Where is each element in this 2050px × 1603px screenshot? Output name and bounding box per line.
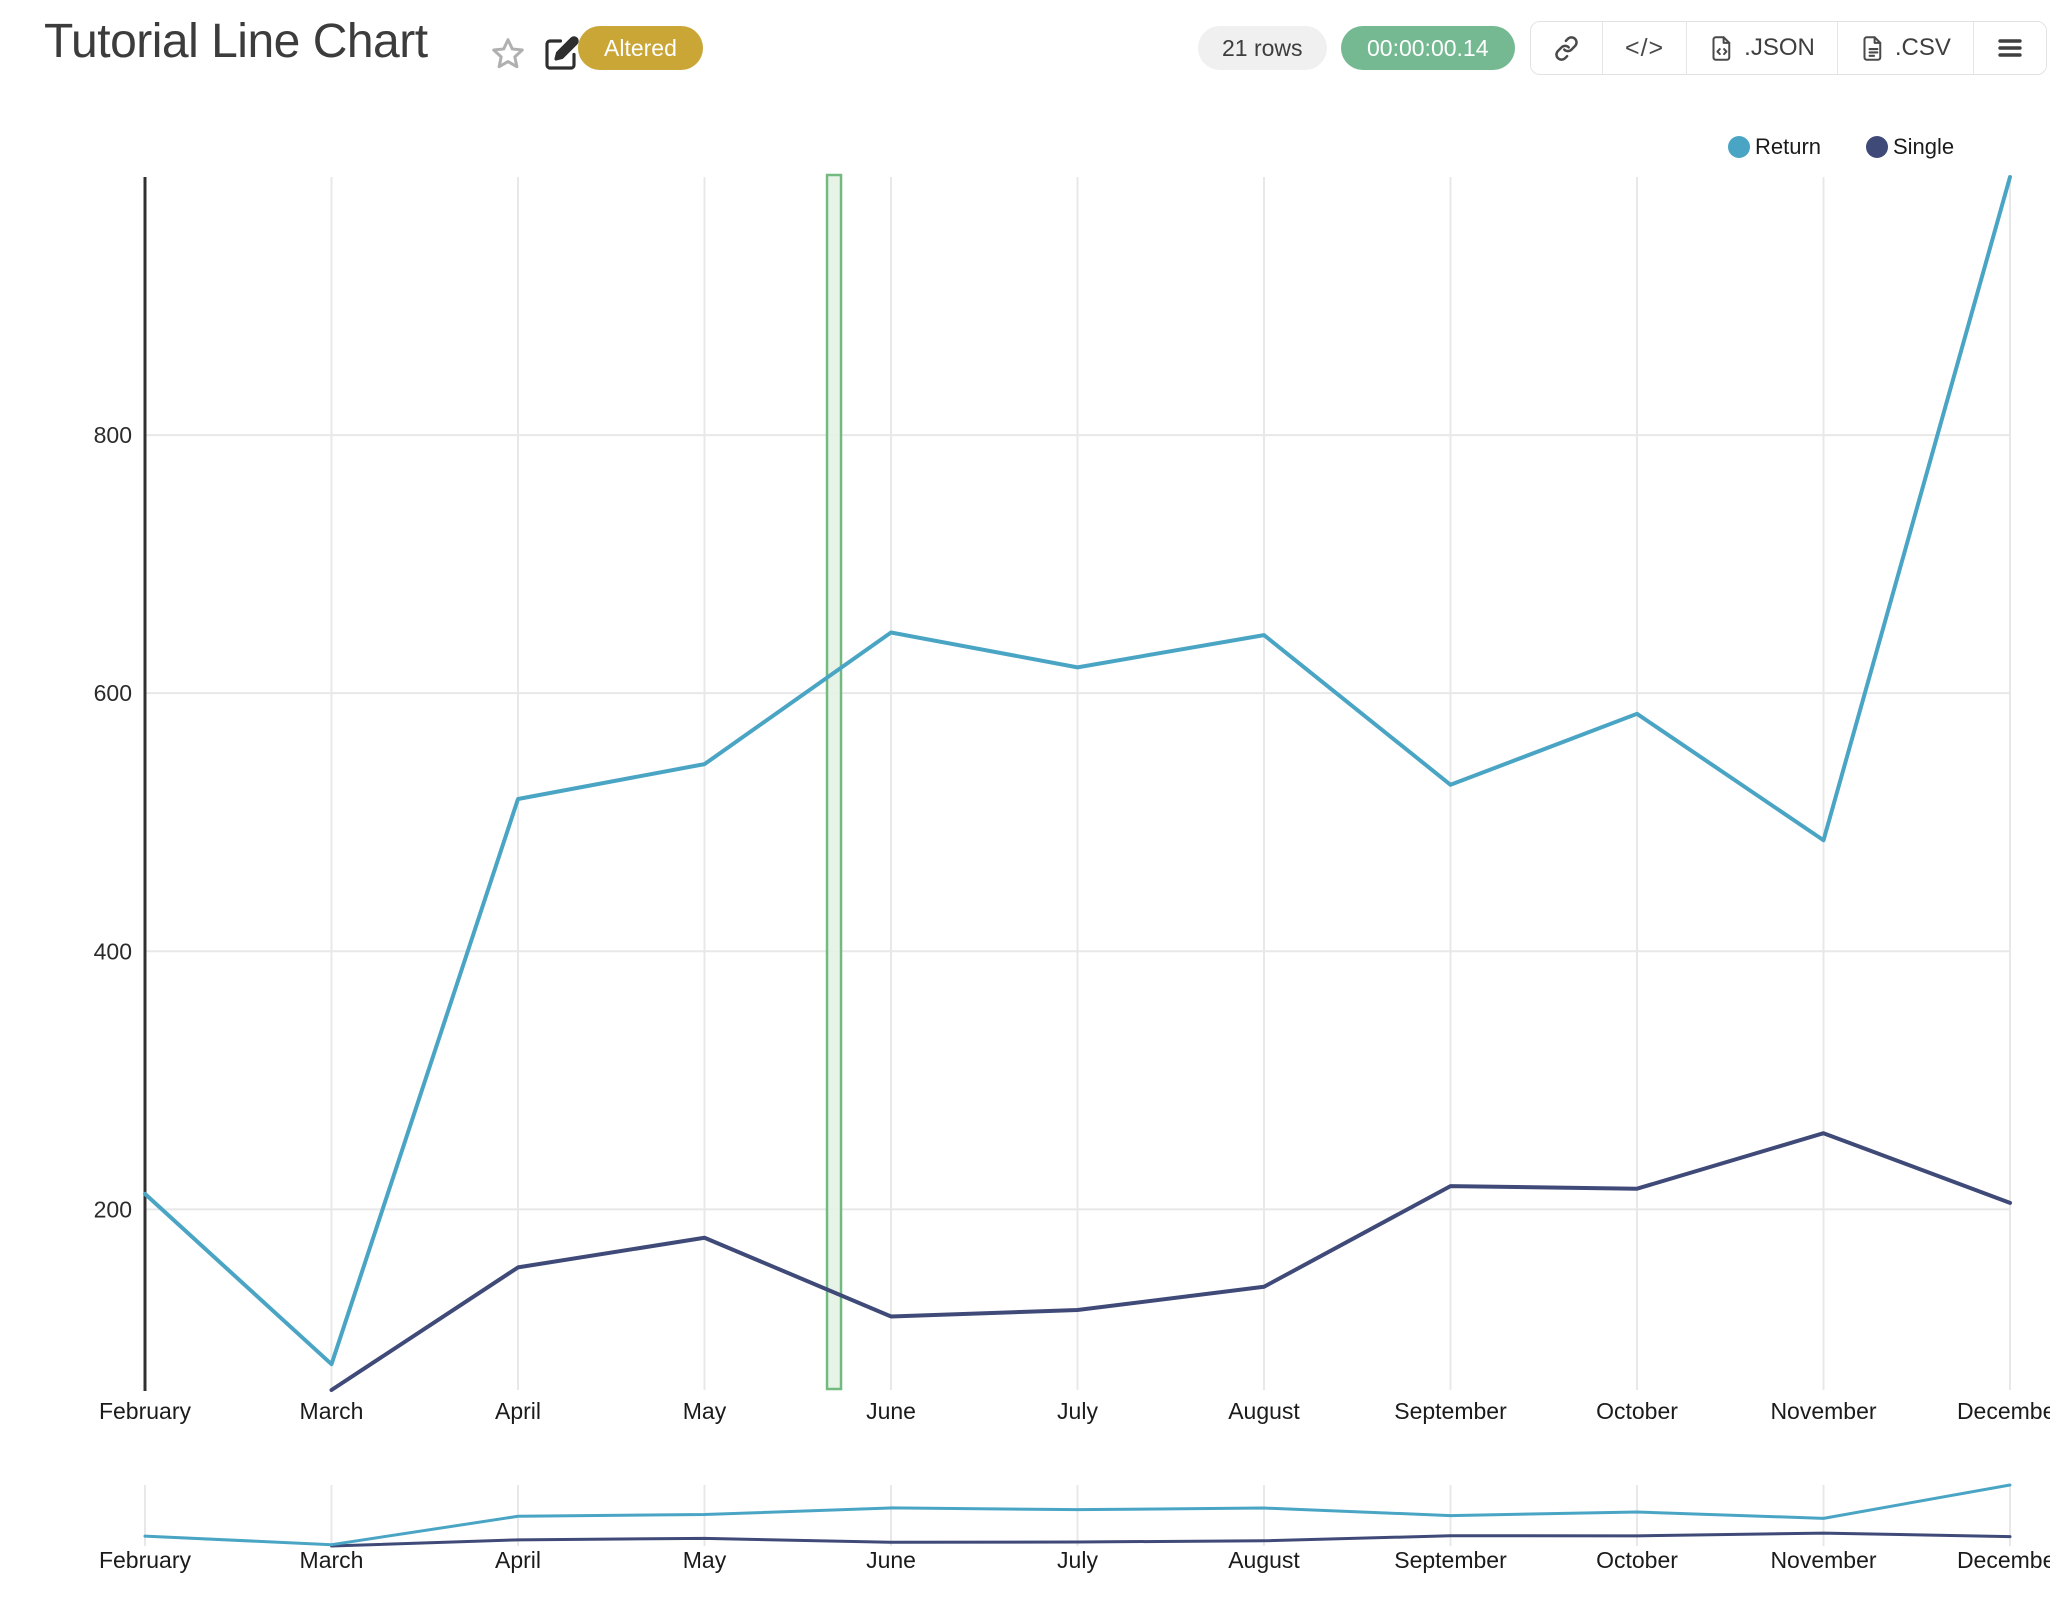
x-tick-label: December	[1957, 1398, 2050, 1424]
code-icon: </>	[1625, 33, 1665, 62]
legend-label-single: Single	[1893, 134, 1955, 159]
x-tick-label: July	[1057, 1398, 1098, 1424]
x-tick-label: May	[683, 1398, 727, 1424]
page-title: Tutorial Line Chart	[44, 15, 428, 68]
y-tick-label: 600	[94, 680, 132, 706]
x-tick-label: February	[99, 1398, 192, 1424]
mini-x-tick-label: July	[1057, 1547, 1098, 1573]
y-tick-label: 800	[94, 422, 132, 448]
x-tick-label: March	[300, 1398, 364, 1424]
x-tick-label: June	[866, 1398, 916, 1424]
mini-x-tick-label: October	[1596, 1547, 1678, 1573]
x-tick-label: September	[1394, 1398, 1507, 1424]
mini-x-tick-label: February	[99, 1547, 192, 1573]
legend-item-single[interactable]: Single	[1866, 134, 1954, 160]
file-code-icon	[1709, 35, 1736, 62]
mini-x-tick-label: September	[1394, 1547, 1507, 1573]
legend-dot-return	[1728, 136, 1750, 158]
series-line-single[interactable]	[329, 1131, 2012, 1392]
x-tick-label: August	[1228, 1398, 1300, 1424]
mini-x-tick-label: August	[1228, 1547, 1300, 1573]
download-csv-label: .CSV	[1894, 34, 1951, 61]
mini-x-tick-label: April	[495, 1547, 541, 1573]
series-line-return[interactable]	[143, 175, 2012, 1367]
row-count-badge: 21 rows	[1198, 26, 1327, 70]
legend-item-return[interactable]: Return	[1728, 134, 1821, 160]
legend-label-return: Return	[1755, 134, 1822, 159]
chart-plot-area[interactable]	[145, 177, 2010, 1390]
x-tick-label: November	[1770, 1398, 1876, 1424]
mini-x-tick-label: May	[683, 1547, 727, 1573]
altered-badge: Altered	[578, 26, 703, 70]
x-tick-label: October	[1596, 1398, 1678, 1424]
mini-x-tick-label: December	[1957, 1547, 2050, 1573]
execution-time-badge: 00:00:00.14	[1341, 26, 1515, 70]
hamburger-icon	[1996, 34, 2024, 62]
share-link-button[interactable]	[1531, 22, 1602, 74]
download-csv-button[interactable]: .CSV	[1836, 22, 1973, 74]
menu-button[interactable]	[1972, 22, 2046, 74]
legend-dot-single	[1866, 136, 1888, 158]
link-icon	[1553, 35, 1580, 62]
y-tick-label: 200	[94, 1196, 132, 1222]
y-tick-label: 400	[94, 938, 132, 964]
export-toolbar: </> .JSON .CSV	[1530, 21, 2047, 75]
x-tick-label: April	[495, 1398, 541, 1424]
mini-series-line-single	[330, 1531, 2012, 1548]
mini-series-line-return	[143, 1483, 2012, 1547]
highlight-band[interactable]	[825, 173, 843, 1391]
mini-x-tick-label: June	[866, 1547, 916, 1573]
download-json-button[interactable]: .JSON	[1686, 22, 1837, 74]
edit-icon[interactable]	[543, 34, 581, 72]
download-json-label: .JSON	[1744, 34, 1815, 61]
file-text-icon	[1860, 35, 1887, 62]
mini-x-tick-label: March	[300, 1547, 364, 1573]
mini-x-tick-label: November	[1770, 1547, 1876, 1573]
embed-code-button[interactable]: </>	[1602, 22, 1687, 74]
favorite-star-icon[interactable]	[488, 34, 528, 74]
